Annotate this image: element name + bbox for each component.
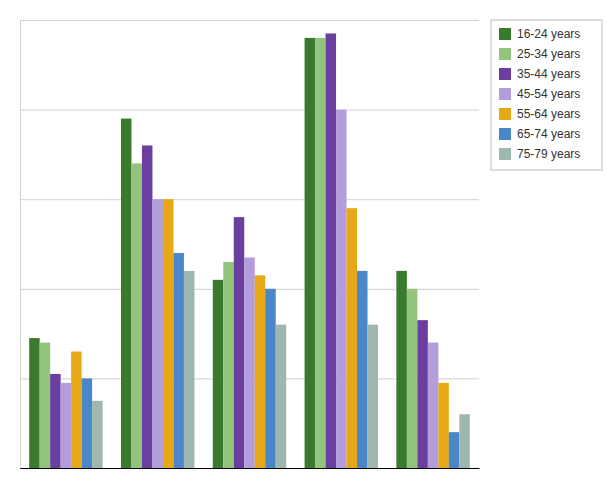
bar xyxy=(326,33,336,468)
legend-item: 45-54 years xyxy=(499,87,580,101)
bar xyxy=(438,383,448,468)
bar xyxy=(152,199,162,468)
y-axis xyxy=(20,21,479,469)
bar xyxy=(223,262,233,468)
bar-series xyxy=(82,253,460,468)
bar xyxy=(163,199,173,468)
legend-item: 16-24 years xyxy=(499,27,580,41)
y-tick xyxy=(20,20,479,21)
legend-swatch xyxy=(499,88,511,100)
bar-series xyxy=(29,38,407,468)
y-tick xyxy=(20,110,479,111)
x-axis-line xyxy=(21,468,480,469)
grid-line xyxy=(20,468,479,469)
grid-line xyxy=(20,110,479,111)
bar xyxy=(407,289,417,468)
legend-item: 55-64 years xyxy=(499,107,580,121)
legend-swatch xyxy=(499,48,511,60)
grid-line xyxy=(20,199,479,200)
bar xyxy=(40,343,50,468)
legend-item: 35-44 years xyxy=(499,67,580,81)
bar xyxy=(396,271,406,468)
legend-label: 65-74 years xyxy=(517,127,580,141)
bar xyxy=(368,325,378,468)
bar xyxy=(449,432,459,468)
bar xyxy=(357,271,367,468)
bar xyxy=(244,257,254,468)
legend: 16-24 years 25-34 years 35-44 years 45-54 y… xyxy=(491,20,602,170)
bar xyxy=(71,352,81,468)
y-tick xyxy=(20,199,479,200)
bar xyxy=(50,374,60,468)
legend-item: 25-34 years xyxy=(499,47,580,61)
grid-line xyxy=(20,20,479,21)
legend-frame xyxy=(491,20,602,170)
bar xyxy=(131,163,141,468)
bar xyxy=(29,338,39,468)
legend-swatch xyxy=(499,68,511,80)
legend-item: 75-79 years xyxy=(499,147,580,161)
bar xyxy=(82,378,92,468)
legend-swatch xyxy=(499,148,511,160)
bars xyxy=(29,33,470,468)
bar xyxy=(92,401,102,468)
legend-item: 65-74 years xyxy=(499,127,580,141)
legend-label: 35-44 years xyxy=(517,67,580,81)
bar xyxy=(234,217,244,468)
bar-series xyxy=(50,33,428,468)
y-tick xyxy=(20,468,479,469)
legend-label: 75-79 years xyxy=(517,147,580,161)
bar xyxy=(459,414,469,468)
bar xyxy=(315,38,325,468)
bar xyxy=(276,325,286,468)
legend-swatch xyxy=(499,128,511,140)
legend-label: 45-54 years xyxy=(517,87,580,101)
plot-area xyxy=(20,21,480,469)
bar xyxy=(142,145,152,468)
bar xyxy=(428,343,438,468)
legend-swatch xyxy=(499,108,511,120)
bar-series xyxy=(40,38,418,468)
bar-series xyxy=(71,199,449,468)
bar xyxy=(213,280,223,468)
y-axis-line xyxy=(21,21,480,469)
chart-container: 16-24 years 25-34 years 35-44 years 45-54 y… xyxy=(0,0,609,488)
legend-label: 16-24 years xyxy=(517,27,580,41)
bar-series xyxy=(61,110,439,468)
chart-svg: 16-24 years 25-34 years 35-44 years 45-54 y… xyxy=(0,0,609,488)
legend-label: 55-64 years xyxy=(517,107,580,121)
bar xyxy=(61,383,71,468)
legend-swatch xyxy=(499,28,511,40)
bar xyxy=(255,275,265,468)
bar xyxy=(347,208,357,468)
bar xyxy=(173,253,183,468)
bar xyxy=(184,271,194,468)
bar-series xyxy=(92,271,470,468)
bar xyxy=(265,289,275,468)
bar xyxy=(417,320,427,468)
legend-label: 25-34 years xyxy=(517,47,580,61)
bar xyxy=(121,119,131,468)
bar xyxy=(336,110,346,468)
bar xyxy=(305,38,315,468)
